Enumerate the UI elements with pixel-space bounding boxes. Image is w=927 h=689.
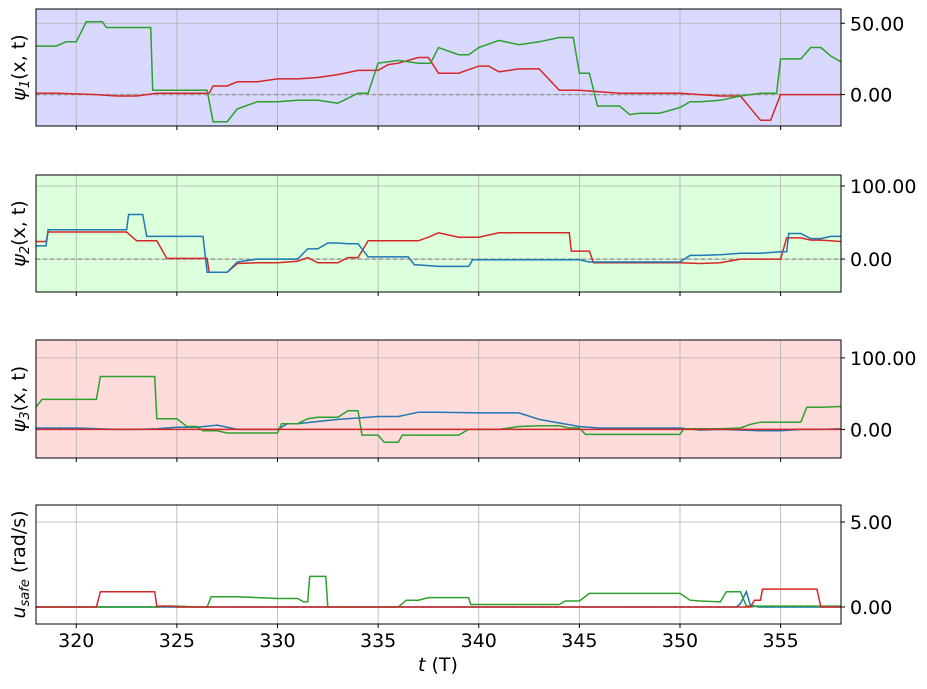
y-axis-label-tail: (rad/s) bbox=[8, 510, 30, 579]
panel-3: 0.00 100.00 ψ3(x, t) bbox=[8, 339, 916, 462]
x-axis-label: t (T) bbox=[418, 654, 458, 676]
x-tick-label: 320 bbox=[58, 630, 94, 652]
y-axis-label-sub: safe bbox=[18, 579, 33, 606]
panel-2: 0.00 100.00 ψ2(x, t) bbox=[8, 174, 916, 296]
x-axis-label-unit: (T) bbox=[425, 654, 457, 676]
y-axis-label-tail: (x, t) bbox=[8, 366, 30, 412]
x-tick-label: 340 bbox=[461, 630, 497, 652]
x-tick-label: 345 bbox=[561, 630, 597, 652]
x-tick-label: 325 bbox=[159, 630, 195, 652]
y-tick-label: 0.00 bbox=[850, 85, 892, 107]
panel-1: 0.00 50.00 ψ1(x, t) bbox=[8, 8, 904, 130]
y-tick-label: 0.00 bbox=[850, 419, 892, 441]
panel-background bbox=[36, 505, 841, 624]
panel-frame bbox=[35, 504, 842, 625]
series-line-green bbox=[36, 575, 841, 608]
x-tick-label: 335 bbox=[360, 630, 396, 652]
y-tick-label: 5.00 bbox=[850, 512, 892, 534]
panel-frame bbox=[35, 339, 842, 459]
y-axis-label-tail: (x, t) bbox=[8, 34, 30, 80]
x-tick-label: 355 bbox=[762, 630, 798, 652]
panel-4: 320 325 330 335 340 345 350 355 0.00 5.00 usafe (r… bbox=[8, 504, 892, 652]
panel-background bbox=[36, 9, 841, 126]
series-line-green bbox=[36, 21, 841, 123]
series-line-blue bbox=[36, 213, 841, 274]
panel-frame bbox=[35, 8, 842, 127]
series-group bbox=[36, 213, 841, 274]
y-axis-label: usafe (rad/s) bbox=[8, 510, 33, 618]
series-line-red bbox=[36, 588, 841, 608]
y-axis-label-tail: (x, t) bbox=[8, 200, 30, 246]
y-tick-label: 50.00 bbox=[850, 13, 904, 35]
y-axis-label-main: ψ bbox=[8, 88, 30, 101]
y-axis-label-main: ψ bbox=[8, 254, 30, 267]
y-axis-label: ψ2(x, t) bbox=[8, 200, 33, 266]
series-group bbox=[36, 575, 841, 608]
y-tick-label: 0.00 bbox=[850, 249, 892, 271]
series-line-red bbox=[36, 56, 841, 122]
series-group bbox=[36, 375, 841, 444]
y-tick-label: 0.00 bbox=[850, 597, 892, 619]
y-axis-label-main: u bbox=[8, 606, 30, 618]
series-group bbox=[36, 21, 841, 123]
panel-frame bbox=[35, 174, 842, 293]
x-axis-label-var: t bbox=[418, 654, 427, 676]
y-axis-label-sub: 2 bbox=[18, 246, 33, 254]
series-line-red bbox=[36, 231, 841, 274]
x-tick-label: 350 bbox=[662, 630, 698, 652]
y-axis-label: ψ3(x, t) bbox=[8, 366, 33, 432]
y-axis-label-main: ψ bbox=[8, 419, 30, 432]
y-axis-label: ψ1(x, t) bbox=[8, 34, 33, 100]
y-tick-label: 100.00 bbox=[850, 176, 916, 198]
y-axis-label-sub: 3 bbox=[18, 411, 33, 419]
panel-background bbox=[36, 340, 841, 458]
y-axis-label-sub: 1 bbox=[18, 80, 33, 88]
x-tick-label: 330 bbox=[259, 630, 295, 652]
y-tick-label: 100.00 bbox=[850, 348, 916, 370]
